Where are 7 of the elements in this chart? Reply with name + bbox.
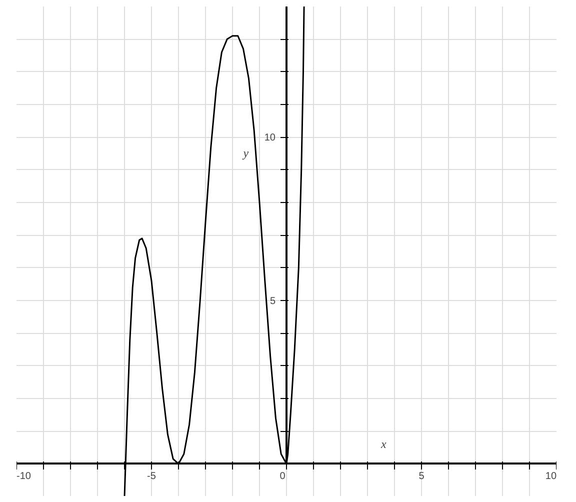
x-tick-label: -10	[16, 470, 32, 482]
y-axis-title: y	[242, 146, 250, 160]
x-axis-title: x	[380, 436, 387, 451]
x-tick-label: -5	[147, 470, 156, 482]
x-tick-label: 5	[418, 470, 425, 482]
x-tick-label: 10	[545, 470, 557, 482]
x-tick-label: 0	[280, 470, 286, 482]
